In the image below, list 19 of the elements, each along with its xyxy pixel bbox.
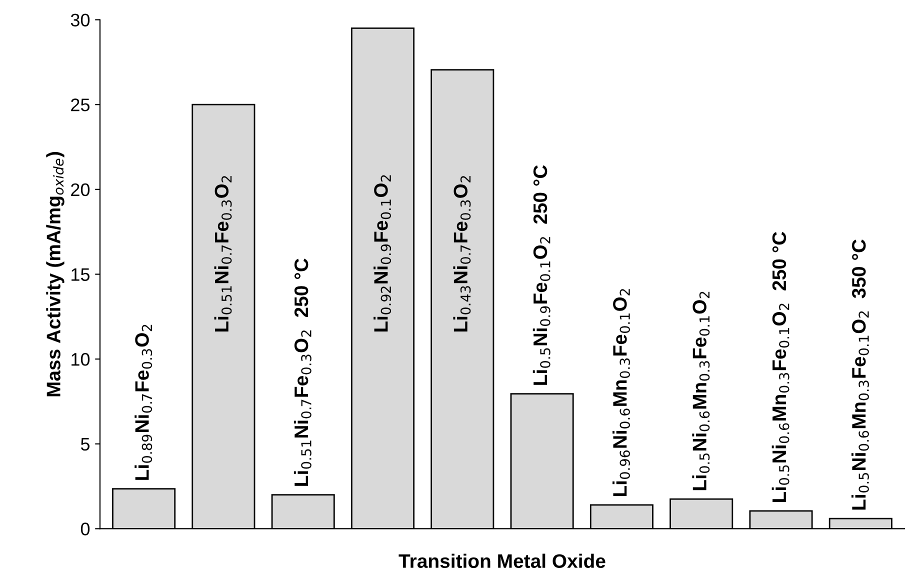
y-tick-label: 25 <box>71 98 90 112</box>
category-label: Li$_{0.5}$Ni$_{0.6}$Mn$_{0.3}$Fe$_{0.1}$O$_{2}$ <box>692 292 710 490</box>
x-tick-label: Li$_{0.43}$Ni$_{0.7}$Fe$_{0.3}$O$_{2}$ <box>453 176 471 332</box>
category-label: Li$_{0.5}$Ni$_{0.9}$Fe$_{0.1}$O$_{2}$ 250 °C <box>532 165 550 385</box>
y-tick-label: 30 <box>70 14 90 26</box>
category-label: Li$_{0.96}$Ni$_{0.6}$Mn$_{0.3}$Fe$_{0.1}$O$_{2}$ <box>612 289 630 496</box>
y-tick-label: 0 <box>80 522 90 536</box>
y-tick-label: 20 <box>71 183 90 196</box>
y-tick-label: 15 <box>72 268 90 281</box>
category-label: Li$_{0.5}$Ni$_{0.6}$Mn$_{0.3}$Fe$_{0.1}$O$_{2}$ 250 °C <box>772 232 790 502</box>
category-label: Li$_{0.51}$Ni$_{0.7}$Fe$_{0.3}$O$_{2}$ 250 °C <box>294 258 312 486</box>
x-tick-label: Li$_{0.89}$Ni$_{0.7}$Fe$_{0.3}$O$_{2}$ <box>134 324 152 480</box>
x-axis-title: Transition Metal Oxide <box>398 554 606 568</box>
y-tick-label: 10 <box>72 352 90 366</box>
x-tick-label: Li$_{0.51}$Ni$_{0.7}$Fe$_{0.3}$O$_{2}$ <box>214 176 232 332</box>
y-tick-label: 5 <box>80 438 90 451</box>
category-label: Li$_{0.5}$Ni$_{0.6}$Mn$_{0.3}$Fe$_{0.1}$O$_{2}$ 350 °C <box>851 240 869 510</box>
x-tick-label: Li$_{0.92}$Ni$_{0.9}$Fe$_{0.1}$O$_{2}$ <box>374 175 392 332</box>
y-axis-title: Mass Activity (mA/mg$_{oxide}$) <box>46 152 64 396</box>
